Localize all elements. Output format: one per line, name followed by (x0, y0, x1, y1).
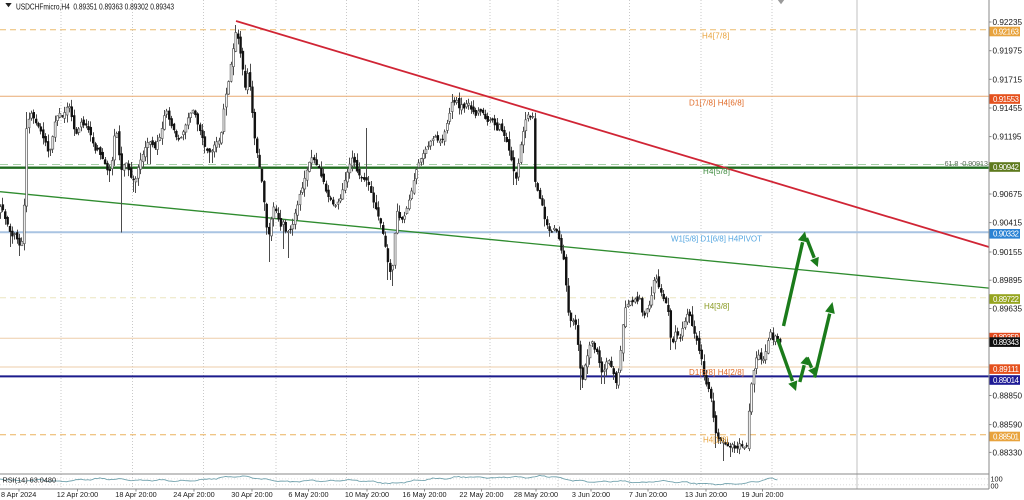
svg-text:0.91975: 0.91975 (993, 47, 1023, 56)
svg-text:H4[3/8]: H4[3/8] (704, 302, 730, 311)
svg-text:H4[1/8]: H4[1/8] (703, 436, 729, 445)
svg-text:0.89343: 0.89343 (993, 338, 1020, 347)
svg-text:3 Jun 20:00: 3 Jun 20:00 (572, 490, 610, 499)
svg-text:0.88330: 0.88330 (993, 448, 1023, 457)
svg-text:0.91195: 0.91195 (993, 133, 1022, 142)
svg-text:0.89722: 0.89722 (993, 295, 1020, 304)
svg-text:H4[5/8]: H4[5/8] (703, 167, 730, 176)
svg-text:0.88501: 0.88501 (993, 432, 1020, 441)
svg-text:24 Apr 20:00: 24 Apr 20:00 (173, 490, 214, 499)
svg-text:0.90675: 0.90675 (993, 190, 1023, 199)
svg-text:6 May 20:00: 6 May 20:00 (288, 490, 328, 499)
svg-text:0.91455: 0.91455 (993, 104, 1023, 113)
svg-text:8 Apr 2024: 8 Apr 2024 (1, 490, 36, 499)
svg-text:00: 00 (991, 482, 999, 491)
svg-text:100: 100 (991, 475, 1003, 484)
svg-text:0.90332: 0.90332 (993, 230, 1020, 239)
svg-text:0.88850: 0.88850 (993, 392, 1023, 401)
svg-text:28 May 20:00: 28 May 20:00 (514, 490, 558, 499)
svg-text:13 Jun 20:00: 13 Jun 20:00 (685, 490, 727, 499)
svg-text:7 Jun 20:00: 7 Jun 20:00 (629, 490, 667, 499)
svg-text:12 Apr 20:00: 12 Apr 20:00 (57, 490, 98, 499)
svg-text:0.88590: 0.88590 (993, 421, 1023, 430)
svg-text:H4[7/8]: H4[7/8] (702, 32, 730, 41)
svg-text:0.91553: 0.91553 (993, 95, 1020, 104)
svg-text:D1[5/8] H4[2/8]: D1[5/8] H4[2/8] (689, 368, 744, 377)
svg-text:0.91715: 0.91715 (993, 75, 1023, 84)
svg-text:22 May 20:00: 22 May 20:00 (459, 490, 503, 499)
svg-text:10 May 20:00: 10 May 20:00 (345, 490, 389, 499)
svg-text:0.89895: 0.89895 (993, 276, 1023, 285)
svg-text:0.90155: 0.90155 (993, 248, 1023, 257)
svg-text:USDCHFmicro,H4 0.89351 0.8936: USDCHFmicro,H4 0.89351 0.89363 0.89302 0… (16, 3, 174, 12)
svg-text:61.8 -0.90913: 61.8 -0.90913 (945, 159, 989, 168)
svg-text:0.90942: 0.90942 (993, 163, 1020, 172)
svg-text:0.90415: 0.90415 (993, 219, 1023, 228)
svg-text:0.89111: 0.89111 (993, 365, 1020, 374)
svg-text:0.92235: 0.92235 (993, 18, 1023, 27)
svg-text:RSI(14) 63.0480: RSI(14) 63.0480 (3, 476, 57, 485)
svg-text:0.92163: 0.92163 (993, 27, 1020, 36)
svg-text:W1[5/8] D1[6/8] H4PIVOT: W1[5/8] D1[6/8] H4PIVOT (671, 235, 762, 244)
svg-text:18 Apr 20:00: 18 Apr 20:00 (115, 490, 156, 499)
svg-text:0.89635: 0.89635 (993, 305, 1023, 314)
svg-text:0.89014: 0.89014 (993, 376, 1020, 385)
svg-text:D1[7/8] H4[6/8]: D1[7/8] H4[6/8] (689, 99, 744, 108)
svg-text:19 Jun 20:00: 19 Jun 20:00 (741, 490, 783, 499)
svg-text:16 May 20:00: 16 May 20:00 (402, 490, 446, 499)
svg-text:30 Apr 20:00: 30 Apr 20:00 (231, 490, 272, 499)
